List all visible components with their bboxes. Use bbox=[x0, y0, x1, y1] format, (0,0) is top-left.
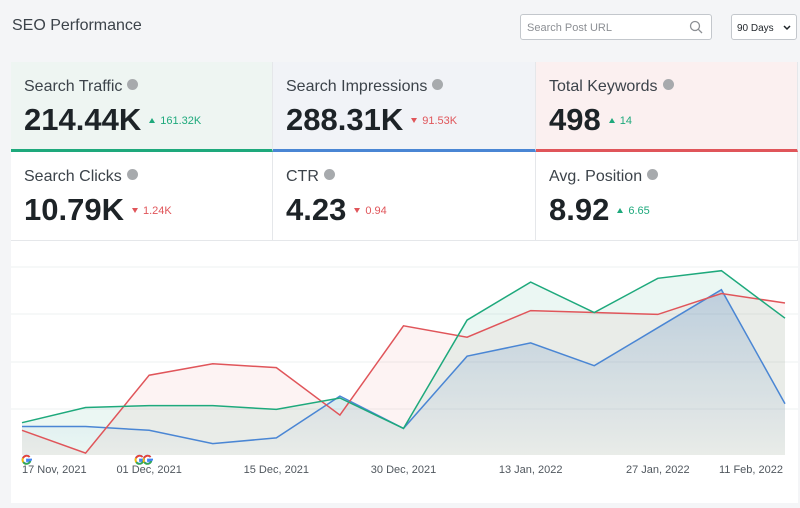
metric-card: Search Impressions 288.31K 91.53K bbox=[273, 62, 536, 152]
chart: 17 Nov, 2021 01 Dec, 2021 15 Dec, 2021 30 D… bbox=[11, 266, 798, 476]
google-update-icon bbox=[21, 454, 32, 465]
help-icon bbox=[126, 169, 138, 180]
search-input[interactable]: Search Post URL bbox=[520, 14, 712, 40]
value-text: 10.79K bbox=[24, 192, 124, 227]
metric-value: 214.44K 161.32K bbox=[24, 102, 201, 138]
series-line bbox=[21, 292, 786, 454]
change-text: 14 bbox=[619, 115, 632, 127]
label-text: Search Clicks bbox=[24, 168, 122, 185]
metric-card: Total Keywords 498 14 bbox=[536, 62, 798, 152]
x-tick-label: 17 Nov, 2021 bbox=[22, 464, 87, 476]
change-text: 91.53K bbox=[422, 115, 458, 127]
label-text: Search Traffic bbox=[24, 78, 123, 95]
help-icon bbox=[662, 79, 674, 90]
metric-label: Search Traffic bbox=[24, 78, 139, 96]
x-tick-label: 13 Jan, 2022 bbox=[499, 464, 563, 476]
metric-label: CTR bbox=[286, 168, 335, 186]
x-tick-label: 11 Feb, 2022 bbox=[719, 464, 783, 476]
x-tick-label: 27 Jan, 2022 bbox=[626, 464, 690, 476]
value-text: 214.44K bbox=[24, 102, 142, 137]
metric-change: 6.65 bbox=[617, 205, 650, 217]
metric-card: CTR 4.23 0.94 bbox=[273, 152, 536, 241]
change-arrow bbox=[131, 208, 138, 213]
period: 90 Days bbox=[737, 23, 774, 34]
metric-value: 10.79K 1.24K bbox=[24, 192, 172, 228]
chart-panel: 17 Nov, 2021 01 Dec, 2021 15 Dec, 2021 30 D… bbox=[11, 241, 798, 503]
help-icon bbox=[432, 79, 444, 90]
x-tick-label: 15 Dec, 2021 bbox=[244, 464, 309, 476]
metric-card: Search Clicks 10.79K 1.24K bbox=[11, 152, 273, 241]
metric-label: Search Clicks bbox=[24, 168, 138, 186]
page-title: SEO Performance bbox=[12, 17, 142, 34]
change-text: 0.94 bbox=[365, 205, 387, 217]
value-text: 4.23 bbox=[286, 192, 347, 227]
period-select[interactable]: 90 Days bbox=[731, 14, 797, 40]
google-update-icon bbox=[142, 454, 153, 465]
metric-change: 14 bbox=[608, 115, 632, 127]
metric-card: Avg. Position 8.92 6.65 bbox=[536, 152, 798, 241]
x-tick-label: 01 Dec, 2021 bbox=[116, 464, 181, 476]
area bbox=[22, 270, 785, 455]
metric-change: 161.32K bbox=[149, 115, 201, 127]
value-text: 498 bbox=[549, 102, 601, 137]
change-arrow bbox=[354, 208, 361, 213]
value-text: 288.31K bbox=[286, 102, 404, 137]
help-icon bbox=[127, 79, 139, 90]
label-text: Search Impressions bbox=[286, 78, 428, 95]
change-text: 161.32K bbox=[160, 115, 202, 127]
change-arrow bbox=[617, 208, 624, 213]
x-tick-label: 30 Dec, 2021 bbox=[371, 464, 436, 476]
metric-change: 91.53K bbox=[411, 115, 457, 127]
metric-change: 1.24K bbox=[131, 205, 172, 217]
metric-label: Avg. Position bbox=[549, 168, 659, 186]
metric-label: Search Impressions bbox=[286, 78, 444, 96]
metric-change: 0.94 bbox=[354, 205, 387, 217]
change-text: 6.65 bbox=[628, 205, 650, 217]
metric-value: 498 14 bbox=[549, 102, 632, 138]
label-text: Total Keywords bbox=[549, 78, 658, 95]
metric-value: 4.23 0.94 bbox=[286, 192, 387, 228]
help-icon bbox=[647, 169, 659, 180]
search-icon bbox=[689, 20, 703, 34]
label-text: CTR bbox=[286, 168, 319, 185]
label-text: Avg. Position bbox=[549, 168, 643, 185]
change-arrow bbox=[149, 118, 156, 123]
metric-value: 288.31K 91.53K bbox=[286, 102, 457, 138]
area bbox=[22, 289, 785, 455]
dropdown-icon bbox=[783, 25, 791, 31]
help-icon bbox=[323, 169, 335, 180]
metric-card: Search Traffic 214.44K 161.32K bbox=[11, 62, 273, 152]
change-text: 1.24K bbox=[142, 205, 172, 217]
area bbox=[22, 293, 785, 455]
metric-label: Total Keywords bbox=[549, 78, 674, 96]
series-line bbox=[21, 269, 786, 430]
metric-value: 8.92 6.65 bbox=[549, 192, 650, 228]
change-arrow bbox=[608, 118, 615, 123]
value-text: 8.92 bbox=[549, 192, 610, 227]
placeholder: Search Post URL bbox=[527, 22, 612, 34]
change-arrow bbox=[411, 118, 418, 123]
